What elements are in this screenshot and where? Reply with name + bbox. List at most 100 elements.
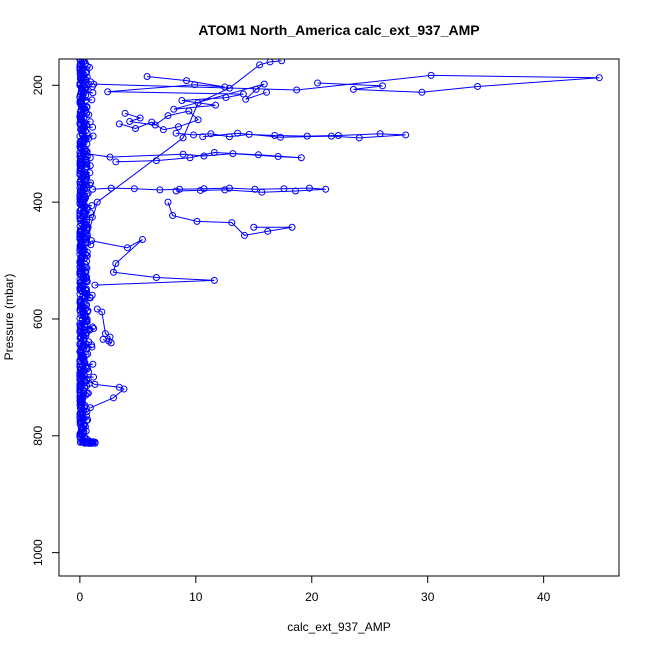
data-point xyxy=(327,132,335,140)
y-axis-label: Pressure (mbar) xyxy=(2,274,16,361)
data-point xyxy=(91,438,99,446)
data-point xyxy=(76,438,84,446)
data-point xyxy=(123,244,131,252)
series-line-7 xyxy=(167,201,293,236)
data-point xyxy=(93,198,101,206)
data-point xyxy=(210,148,218,156)
data-point xyxy=(89,360,97,368)
data-point xyxy=(256,61,264,69)
series-line-11 xyxy=(85,60,282,244)
data-point xyxy=(229,150,237,158)
data-point xyxy=(234,129,242,137)
data-point xyxy=(152,273,160,281)
data-point xyxy=(148,118,156,126)
data-point xyxy=(402,131,410,139)
data-point xyxy=(159,126,167,134)
data-point xyxy=(126,118,134,126)
data-point xyxy=(76,157,84,165)
data-point xyxy=(86,404,94,412)
data-point xyxy=(207,130,215,138)
data-point xyxy=(355,134,363,142)
data-point xyxy=(86,162,94,170)
data-point xyxy=(83,248,91,256)
data-point xyxy=(193,217,201,225)
data-point xyxy=(89,123,97,131)
data-point xyxy=(143,73,151,81)
data-point xyxy=(98,308,106,316)
x-tick-label: 40 xyxy=(537,590,551,604)
chart-title: ATOM1 North_America calc_ext_937_AMP xyxy=(198,22,479,38)
data-point xyxy=(115,383,123,391)
data-point xyxy=(85,368,93,376)
data-point xyxy=(107,339,115,347)
data-point xyxy=(349,85,357,93)
data-point xyxy=(264,227,272,235)
data-point xyxy=(199,133,207,141)
data-point xyxy=(172,129,180,137)
data-point xyxy=(90,373,98,381)
data-point xyxy=(115,120,123,128)
data-point xyxy=(106,153,114,161)
data-point xyxy=(221,186,229,194)
data-point xyxy=(225,84,233,92)
data-point xyxy=(82,438,90,446)
data-point xyxy=(293,86,301,94)
data-point xyxy=(200,185,208,193)
data-point xyxy=(241,231,249,239)
data-point xyxy=(222,94,230,102)
data-point xyxy=(89,185,97,193)
data-point xyxy=(251,185,259,193)
data-point xyxy=(86,294,94,302)
data-layer xyxy=(76,59,603,447)
data-point xyxy=(250,223,258,231)
data-point xyxy=(179,150,187,158)
series-line-10 xyxy=(86,379,125,409)
data-point xyxy=(378,82,386,90)
y-tick-label: 200 xyxy=(31,75,45,95)
data-point xyxy=(258,188,266,196)
data-point xyxy=(176,185,184,193)
series-line-4 xyxy=(176,132,406,139)
x-tick-label: 20 xyxy=(305,590,319,604)
data-point xyxy=(278,59,286,65)
data-point xyxy=(225,133,233,141)
data-point xyxy=(77,330,85,338)
data-point xyxy=(91,281,99,289)
series-line-5 xyxy=(83,151,302,163)
data-point xyxy=(179,134,187,142)
data-point xyxy=(254,151,262,159)
data-point xyxy=(189,131,197,139)
data-point xyxy=(164,112,172,120)
data-point xyxy=(194,116,202,124)
data-point xyxy=(170,105,178,113)
data-point xyxy=(87,237,95,245)
x-tick-label: 30 xyxy=(421,590,435,604)
data-point xyxy=(80,321,88,329)
y-tick-label: 400 xyxy=(31,192,45,212)
data-point xyxy=(276,133,284,141)
plot-area xyxy=(76,59,603,447)
data-point xyxy=(76,212,84,220)
y-tick-label: 800 xyxy=(31,425,45,445)
data-point xyxy=(89,89,97,97)
data-point xyxy=(288,223,296,231)
data-point xyxy=(334,132,342,140)
data-point xyxy=(183,77,191,85)
data-point xyxy=(427,71,435,79)
y-tick-label: 1000 xyxy=(31,539,45,566)
data-point xyxy=(112,259,120,267)
data-point xyxy=(418,88,426,96)
data-point xyxy=(138,236,146,244)
data-point xyxy=(474,82,482,90)
data-point xyxy=(83,278,91,286)
data-point xyxy=(79,149,87,157)
data-point xyxy=(112,158,120,166)
data-point xyxy=(194,99,202,107)
data-point xyxy=(212,101,220,109)
x-tick-label: 10 xyxy=(189,590,203,604)
data-point xyxy=(101,330,109,338)
data-point xyxy=(292,187,300,195)
data-point xyxy=(280,185,288,193)
x-tick-label: 0 xyxy=(77,590,84,604)
